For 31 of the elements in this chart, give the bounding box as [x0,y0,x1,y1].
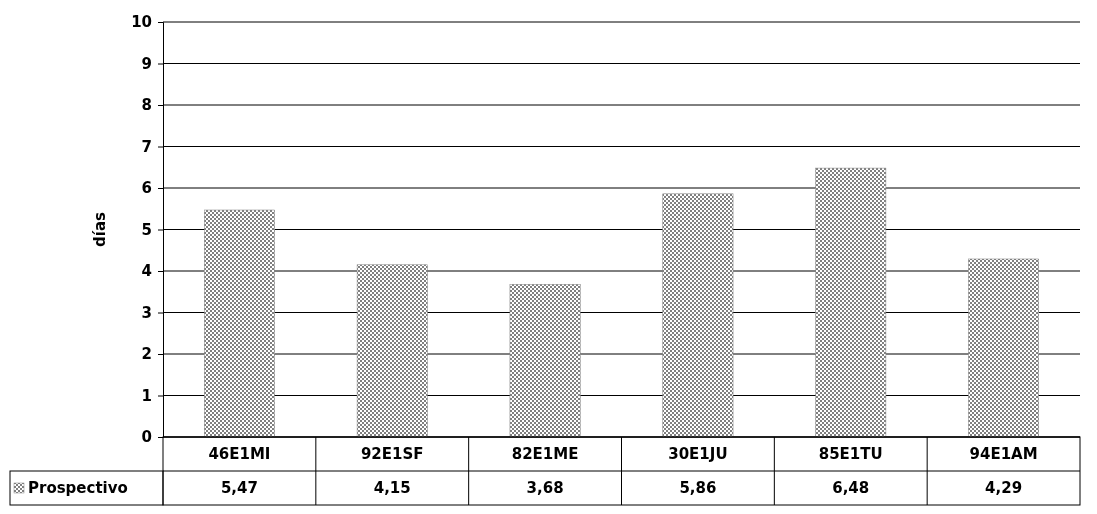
text: 5,86 [679,479,717,497]
bar [509,284,581,438]
bar [204,209,275,438]
bar [356,264,428,438]
y-tick-label: 5 [141,220,152,239]
bar [968,258,1039,438]
text: 5,47 [220,479,258,497]
bar [662,193,734,438]
y-tick-label: 0 [141,428,152,447]
y-tick-label: 3 [141,303,152,322]
y-tick-label: 10 [131,13,152,32]
y-tick-label: 9 [141,54,152,73]
y-tick-label: 7 [141,137,152,156]
legend-label: Prospectivo [28,479,128,497]
bar [815,167,887,438]
y-tick-label: 4 [141,262,152,281]
text: 4,29 [985,479,1023,497]
x-tick-label: 85E1TU [818,445,883,463]
x-tick-label: 46E1MI [208,445,271,463]
x-tick-label: 82E1ME [511,445,579,463]
x-tick-label: 30E1JU [668,445,728,463]
y-tick-label: 6 [141,179,152,198]
y-tick-label: 8 [141,96,152,115]
text: 6,48 [832,479,870,497]
y-tick-label: 1 [141,386,152,405]
text: 3,68 [526,479,564,497]
y-axis-title: días [91,211,109,247]
x-tick-label: 94E1AM [969,445,1038,463]
x-tick-label: 92E1SF [360,445,424,463]
y-tick-label: 2 [141,345,152,364]
text: 4,15 [373,479,411,497]
